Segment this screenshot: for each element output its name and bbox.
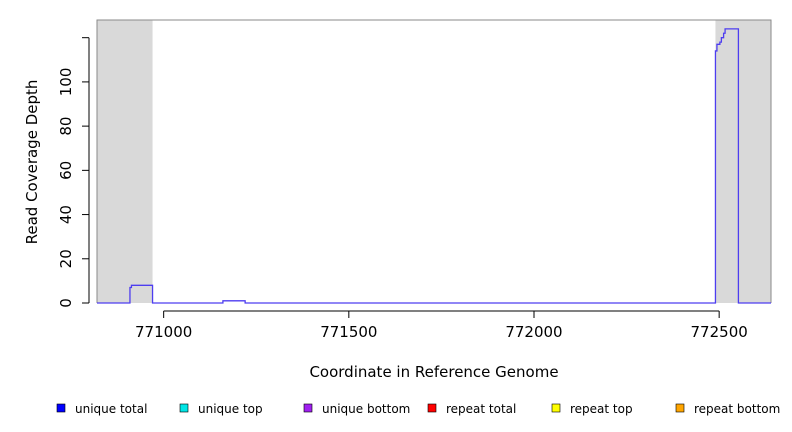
- series-line-0: [97, 28, 771, 304]
- shaded-regions: [97, 20, 771, 303]
- shaded-region-1: [715, 20, 771, 303]
- legend-item-4: repeat top: [551, 402, 633, 416]
- plot-frame: [96, 19, 772, 303]
- legend-label-3: repeat total: [446, 402, 516, 416]
- y-tick-label-5: 100: [57, 68, 75, 97]
- x-tick-label-2: 772000: [505, 323, 562, 341]
- legend-swatch-2: [303, 403, 313, 413]
- y-tick-label-4: 80: [57, 117, 75, 136]
- x-tick-label-3: 772500: [691, 323, 748, 341]
- x-axis: 771000 771500 772000 772500: [135, 310, 748, 341]
- x-axis-label: Coordinate in Reference Genome: [309, 363, 558, 381]
- y-axis-label: Read Coverage Depth: [23, 80, 41, 245]
- legend-label-4: repeat top: [570, 402, 633, 416]
- y-tick-label-0: 0: [57, 298, 75, 308]
- x-tick-label-1: 771500: [320, 323, 377, 341]
- legend-swatch-3: [427, 403, 437, 413]
- y-axis: 0 20 40 60 80 100: [57, 37, 90, 308]
- legend-swatch-1: [179, 403, 189, 413]
- legend-label-1: unique top: [198, 402, 263, 416]
- legend-item-1: unique top: [179, 402, 263, 416]
- legend-item-0: unique total: [56, 402, 147, 416]
- legend-swatch-5: [675, 403, 685, 413]
- y-tick-label-1: 20: [57, 249, 75, 268]
- y-tick-label-3: 60: [57, 161, 75, 180]
- y-tick-label-2: 40: [57, 205, 75, 224]
- legend-label-0: unique total: [75, 402, 147, 416]
- legend-swatch-4: [551, 403, 561, 413]
- legend-label-5: repeat bottom: [694, 402, 780, 416]
- legend-item-3: repeat total: [427, 402, 516, 416]
- legend: unique total unique top unique bottom repea…: [56, 402, 780, 416]
- legend-label-2: unique bottom: [322, 402, 410, 416]
- legend-item-2: unique bottom: [303, 402, 410, 416]
- legend-item-5: repeat bottom: [675, 402, 780, 416]
- legend-swatch-0: [56, 403, 66, 413]
- series-layer: [97, 28, 771, 304]
- plot-border: [96, 19, 772, 303]
- shaded-region-0: [97, 20, 153, 303]
- x-tick-label-0: 771000: [135, 323, 192, 341]
